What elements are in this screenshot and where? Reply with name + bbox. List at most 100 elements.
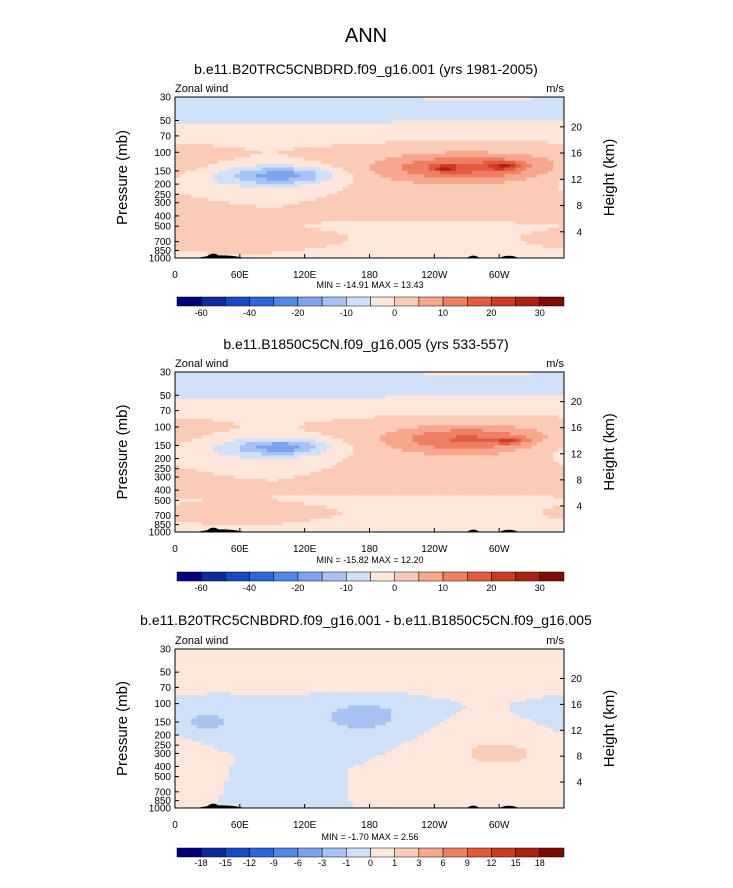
field-cell [234,197,241,202]
field-cell [342,412,349,416]
field-cell [196,133,203,138]
field-cell [412,97,419,101]
field-cell [358,207,365,212]
field-cell [455,244,462,249]
field-cell [401,113,408,118]
field-cell [450,388,457,393]
field-cell [347,388,354,393]
field-cell [472,214,478,219]
field-cell [185,177,192,182]
field-cell [482,435,489,440]
field-cell [466,244,473,249]
field-cell [261,418,268,423]
field-cell [482,177,489,182]
field-cell [234,174,241,178]
field-cell [547,224,554,229]
field-cell [299,97,306,101]
field-cell [347,200,354,205]
field-cell [250,221,257,225]
field-cell [353,237,360,242]
field-cell [320,143,327,148]
field-cell [553,140,559,145]
field-cell [245,217,252,222]
field-cell [396,170,403,175]
field-cell [472,147,478,152]
field-cell [310,254,316,259]
field-cell [191,123,198,128]
field-cell [391,133,397,138]
field-cell [412,378,419,383]
field-cell [185,244,192,249]
field-cell [212,133,219,138]
field-cell [320,408,327,413]
field-cell [331,177,338,182]
field-cell [304,180,311,185]
field-cell [499,237,505,242]
field-cell [261,123,268,128]
field-cell [256,154,262,158]
field-cell [196,194,203,199]
field-cell [320,237,327,242]
field-cell [401,375,408,380]
field-cell [223,382,230,386]
field-cell [369,418,376,423]
field-cell [277,97,284,101]
field-cell [374,221,381,225]
field-cell [515,241,522,245]
field-cell [418,180,424,185]
field-cell [261,177,268,182]
field-cell [509,422,516,426]
field-cell [277,402,284,406]
field-cell [218,388,225,393]
field-cell [250,224,257,229]
field-cell [180,164,187,168]
field-cell [450,164,457,168]
field-cell [526,190,532,195]
field-cell [412,217,419,222]
field-cell [558,107,565,111]
field-cell [401,107,408,111]
field-cell [175,375,181,380]
field-cell [212,154,219,158]
y2-tick-label: 8 [576,201,582,212]
field-cell [191,405,198,410]
field-cell [196,392,203,396]
field-cell [218,251,225,256]
field-cell [553,425,559,430]
field-cell [369,375,376,380]
field-cell [299,174,306,178]
field-cell [250,150,257,155]
field-cell [391,251,397,256]
field-cell [515,150,522,155]
field-cell [207,402,214,406]
field-cell [320,167,327,172]
field-cell [515,254,522,259]
field-cell [180,251,187,256]
field-cell [358,251,365,256]
field-cell [369,415,376,420]
field-cell [202,143,208,148]
field-cell [272,200,279,205]
field-cell [531,180,538,185]
field-cell [299,378,306,383]
field-cell [191,190,198,195]
field-cell [553,174,559,178]
field-cell [331,167,338,172]
field-cell [185,211,192,215]
field-cell [531,422,538,426]
field-cell [293,241,300,245]
field-cell [315,207,322,212]
field-cell [347,120,354,125]
field-cell [304,378,311,383]
field-cell [223,432,230,436]
field-cell [234,234,241,239]
field-cell [272,204,279,209]
field-cell [520,398,527,403]
field-cell [423,120,430,125]
field-cell [234,251,241,256]
field-cell [526,100,532,105]
field-cell [412,388,419,393]
field-cell [499,147,505,152]
field-cell [202,247,208,252]
field-cell [326,217,333,222]
